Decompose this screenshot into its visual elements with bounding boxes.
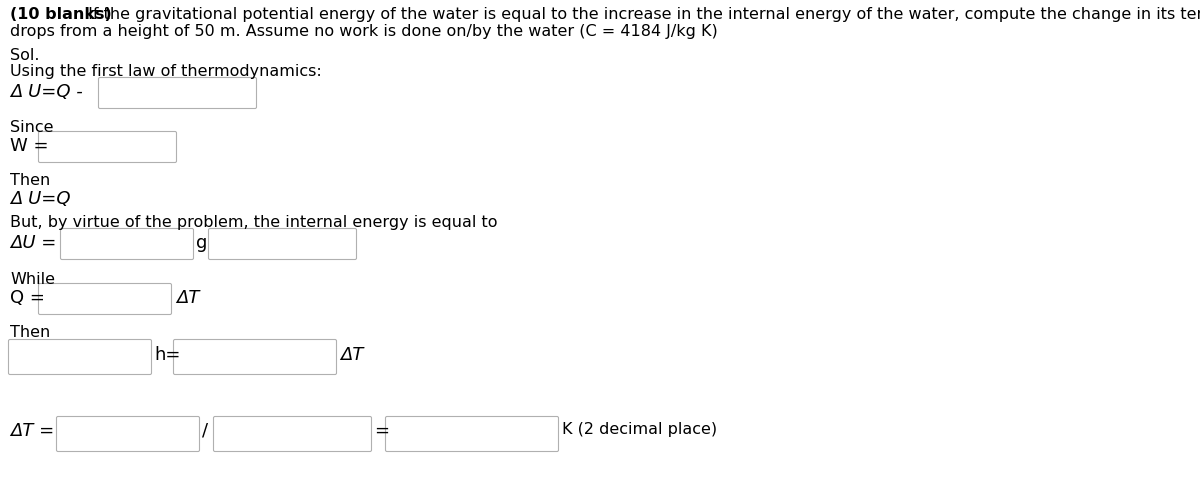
- Text: ΔT: ΔT: [340, 345, 364, 363]
- FancyBboxPatch shape: [385, 417, 558, 451]
- Text: K (2 decimal place): K (2 decimal place): [562, 421, 718, 436]
- Text: drops from a height of 50 m. Assume no work is done on/by the water (C = 4184 J/: drops from a height of 50 m. Assume no w…: [10, 24, 718, 39]
- Text: Using the first law of thermodynamics:: Using the first law of thermodynamics:: [10, 64, 322, 79]
- FancyBboxPatch shape: [38, 284, 172, 315]
- FancyBboxPatch shape: [56, 417, 199, 451]
- Text: Sol.: Sol.: [10, 48, 40, 63]
- Text: ΔT =: ΔT =: [10, 421, 54, 439]
- Text: =: =: [374, 421, 389, 439]
- Text: Q =: Q =: [10, 289, 44, 307]
- Text: But, by virtue of the problem, the internal energy is equal to: But, by virtue of the problem, the inter…: [10, 214, 498, 229]
- Text: h=: h=: [154, 345, 180, 363]
- Text: ΔU =: ΔU =: [10, 233, 56, 252]
- Text: If the gravitational potential energy of the water is equal to the increase in t: If the gravitational potential energy of…: [83, 7, 1200, 22]
- Text: Since: Since: [10, 120, 54, 135]
- FancyBboxPatch shape: [38, 132, 176, 163]
- FancyBboxPatch shape: [174, 340, 336, 375]
- Text: Then: Then: [10, 324, 50, 339]
- Text: g: g: [196, 233, 208, 252]
- Text: ΔT: ΔT: [176, 289, 199, 307]
- FancyBboxPatch shape: [60, 229, 193, 260]
- FancyBboxPatch shape: [98, 78, 257, 109]
- Text: Δ U=Q: Δ U=Q: [10, 189, 71, 207]
- FancyBboxPatch shape: [8, 340, 151, 375]
- FancyBboxPatch shape: [214, 417, 372, 451]
- Text: Δ U=Q -: Δ U=Q -: [10, 83, 83, 101]
- Text: (10 blanks): (10 blanks): [10, 7, 112, 22]
- Text: W =: W =: [10, 137, 48, 155]
- FancyBboxPatch shape: [209, 229, 356, 260]
- Text: While: While: [10, 272, 55, 287]
- Text: /: /: [202, 421, 208, 439]
- Text: Then: Then: [10, 173, 50, 188]
